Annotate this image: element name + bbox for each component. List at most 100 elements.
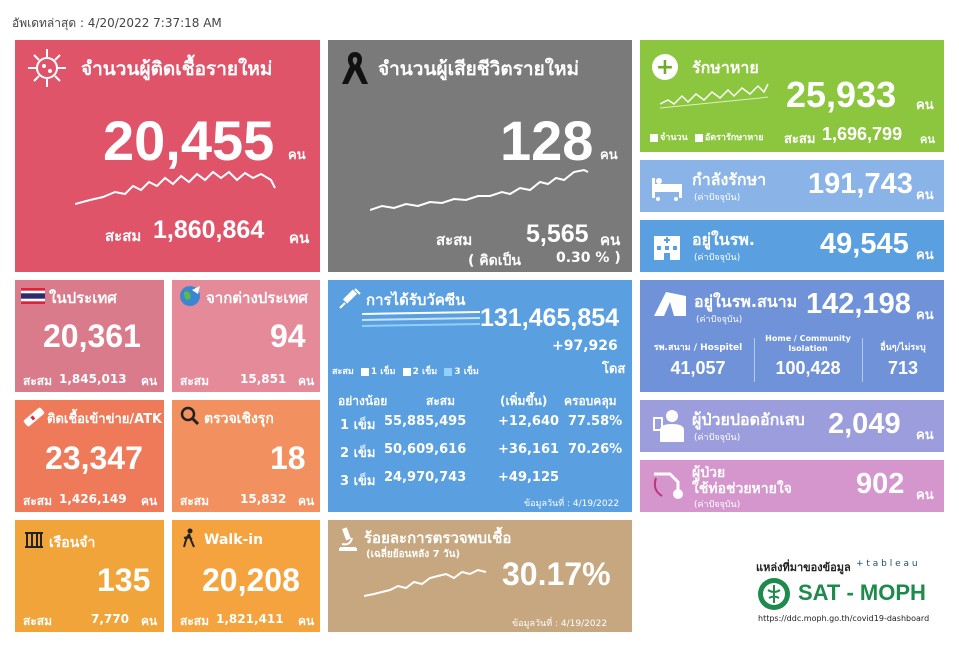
legend-count-swatch xyxy=(650,133,658,142)
home-isolation-value: 100,428 xyxy=(775,358,841,378)
pneumonia-title: ผู้ป่วยปอดอักเสบ xyxy=(692,410,805,429)
walking-person-icon xyxy=(183,528,195,548)
in-treatment-card[interactable]: กำลังรักษา (ค่าปัจจุบัน) 191,743 คน xyxy=(640,160,944,212)
recovered-cum-unit: คน xyxy=(920,133,935,146)
tent-icon xyxy=(654,292,686,316)
patient-icon xyxy=(653,410,684,442)
domestic-card[interactable]: ในประเทศ 20,361 สะสม 1,845,013 คน xyxy=(15,280,164,392)
recovered-unit: คน xyxy=(916,98,934,113)
active-search-card[interactable]: ตรวจเชิงรุก 18 สะสม 15,832 คน xyxy=(172,400,320,512)
new-deaths-title: จำนวนผู้เสียชีวิตรายใหม่ xyxy=(378,58,580,80)
prison-card[interactable]: เรือนจำ 135 สะสม 7,770 คน xyxy=(15,520,164,632)
hospital-sub: (ค่าปัจจุบัน) xyxy=(694,253,741,263)
atk-card[interactable]: ติดเชื้อเข้าข่าย/ATK 23,347 สะสม 1,426,1… xyxy=(15,400,164,512)
legend-dose2-swatch xyxy=(402,367,411,376)
legend-dose1-swatch xyxy=(360,367,369,376)
tableau-logo: + t a b l e a u xyxy=(856,559,918,569)
field-hospital-sub: (ค่าปัจจุบัน) xyxy=(696,315,743,325)
ventilator-title-1: ผู้ป่วย xyxy=(692,465,726,481)
vaccine-header-total: สะสม xyxy=(426,394,456,408)
walkin-value: 20,208 xyxy=(202,562,300,598)
col-divider-2 xyxy=(862,338,863,382)
field-hospital-card[interactable]: อยู่ในรพ.สนาม (ค่าปัจจุบัน) 142,198 คน ร… xyxy=(640,280,944,392)
ribbon-icon xyxy=(342,52,368,84)
atk-title: ติดเชื้อเข้าข่าย/ATK xyxy=(47,412,163,427)
atk-cum-label: สะสม xyxy=(23,494,53,508)
legend-rate-label: อัตรารักษาหาย xyxy=(704,133,764,143)
new-cases-unit: คน xyxy=(288,148,306,163)
pneumonia-value: 2,049 xyxy=(828,408,901,440)
in-treatment-sub: (ค่าปัจจุบัน) xyxy=(694,193,741,203)
vaccine-row-total: 55,885,495 xyxy=(384,414,467,429)
prison-cum-label: สะสม xyxy=(23,614,53,628)
new-deaths-cum-value: 5,565 xyxy=(526,220,589,248)
hospitel-value: 41,057 xyxy=(670,358,726,378)
positivity-title: ร้อยละการตรวจพบเชื้อ xyxy=(364,529,512,547)
hospital-card[interactable]: อยู่ในรพ. (ค่าปัจจุบัน) 49,545 คน xyxy=(640,220,944,272)
domestic-title: ในประเทศ xyxy=(49,289,117,307)
new-cases-title: จำนวนผู้ติดเชื้อรายใหม่ xyxy=(81,58,273,80)
vaccine-legend: สะสม 1 เข็ม 2 เข็ม 3 เข็ม xyxy=(332,364,479,378)
new-deaths-pct-value: 0.30 % ) xyxy=(556,250,621,266)
walkin-cum-unit: คน xyxy=(298,614,315,628)
other-label: อื่นๆ/ไม่ระบุ xyxy=(880,343,926,353)
vaccine-legend-label: สะสม xyxy=(332,367,354,377)
vaccine-row-total: 50,609,616 xyxy=(384,442,467,457)
vaccine-card[interactable]: การได้รับวัคซีน 131,465,854 +97,926 โดส … xyxy=(328,280,632,512)
positivity-card[interactable]: ร้อยละการตรวจพบเชื้อ (เฉลี่ยย้อนหลัง 7 ว… xyxy=(328,520,632,632)
domestic-cum-unit: คน xyxy=(141,374,158,388)
new-cases-card[interactable]: จำนวนผู้ติดเชื้อรายใหม่ 20,455 คน สะสม 1… xyxy=(15,40,320,272)
pneumonia-unit: คน xyxy=(916,428,934,443)
legend-dose3: 3 เข็ม xyxy=(454,367,479,377)
atk-cum-value: 1,426,149 xyxy=(59,492,127,506)
positivity-value: 30.17% xyxy=(502,556,611,592)
syringe-icon xyxy=(339,288,361,309)
recovered-value: 25,933 xyxy=(786,74,897,115)
new-cases-sparkline xyxy=(75,170,276,205)
field-hospital-unit: คน xyxy=(916,308,934,323)
atk-cum-unit: คน xyxy=(141,494,158,508)
virus-icon xyxy=(28,49,66,87)
ventilator-title-2: ใช้ท่อช่วยหายใจ xyxy=(692,481,792,497)
plus-icon: + xyxy=(652,54,678,80)
pneumonia-card[interactable]: ผู้ป่วยปอดอักเสบ (ค่าปัจจุบัน) 2,049 คน xyxy=(640,400,944,452)
domestic-cum-label: สะสม xyxy=(23,374,53,388)
new-cases-value: 20,455 xyxy=(103,109,275,172)
field-hospital-value: 142,198 xyxy=(806,288,911,320)
ventilator-unit: คน xyxy=(916,488,934,503)
recovered-cum-label: สะสม xyxy=(784,132,816,147)
vaccine-header-coverage: ครอบคลุม xyxy=(564,394,617,408)
recovered-card[interactable]: + รักษาหาย 25,933 คน จำนวน อัตรารักษาหาย… xyxy=(640,40,944,152)
other-value: 713 xyxy=(887,358,919,378)
vaccine-row-total: 24,970,743 xyxy=(384,470,467,485)
pneumonia-sub: (ค่าปัจจุบัน) xyxy=(694,433,741,443)
in-treatment-title: กำลังรักษา xyxy=(692,170,767,189)
active-search-cum-label: สะสม xyxy=(180,494,210,508)
new-cases-cum-label: สะสม xyxy=(105,227,142,245)
vaccine-row-delta: +12,640 xyxy=(498,414,560,429)
vaccine-title: การได้รับวัคซีน xyxy=(366,291,466,309)
imported-title: จากต่างประเทศ xyxy=(206,289,308,307)
walkin-cum-label: สะสม xyxy=(180,614,210,628)
new-deaths-card[interactable]: จำนวนผู้เสียชีวิตรายใหม่ 128 คน สะสม 5,5… xyxy=(328,40,632,272)
walkin-card[interactable]: Walk-in 20,208 สะสม 1,821,411 คน xyxy=(172,520,320,632)
vaccine-total-value: 131,465,854 xyxy=(480,304,620,332)
imported-card[interactable]: จากต่างประเทศ 94 สะสม 15,851 คน xyxy=(172,280,320,392)
prison-cum-unit: คน xyxy=(141,614,158,628)
ventilator-card[interactable]: ผู้ป่วย ใช้ท่อช่วยหายใจ (ค่าปัจจุบัน) 90… xyxy=(640,460,944,512)
vaccine-header-dose: อย่างน้อย xyxy=(338,394,388,408)
ventilator-value: 902 xyxy=(856,468,905,500)
bed-icon xyxy=(652,178,682,201)
new-deaths-sparkline xyxy=(370,168,589,211)
new-cases-cum-unit: คน xyxy=(289,229,310,247)
hospital-unit: คน xyxy=(916,248,934,263)
hospital-title: อยู่ในรพ. xyxy=(692,230,755,249)
vaccine-row-dose: 1 เข็ม xyxy=(340,418,376,433)
domestic-cum-value: 1,845,013 xyxy=(59,372,127,386)
in-treatment-unit: คน xyxy=(916,188,934,203)
source-label: แหล่งที่มาของข้อมูล xyxy=(756,561,851,574)
vaccine-row-dose: 3 เข็ม xyxy=(340,474,376,489)
new-deaths-value: 128 xyxy=(500,109,594,172)
imported-value: 94 xyxy=(270,318,306,354)
source-url[interactable]: https://ddc.moph.go.th/covid19-dashboard xyxy=(758,614,930,623)
